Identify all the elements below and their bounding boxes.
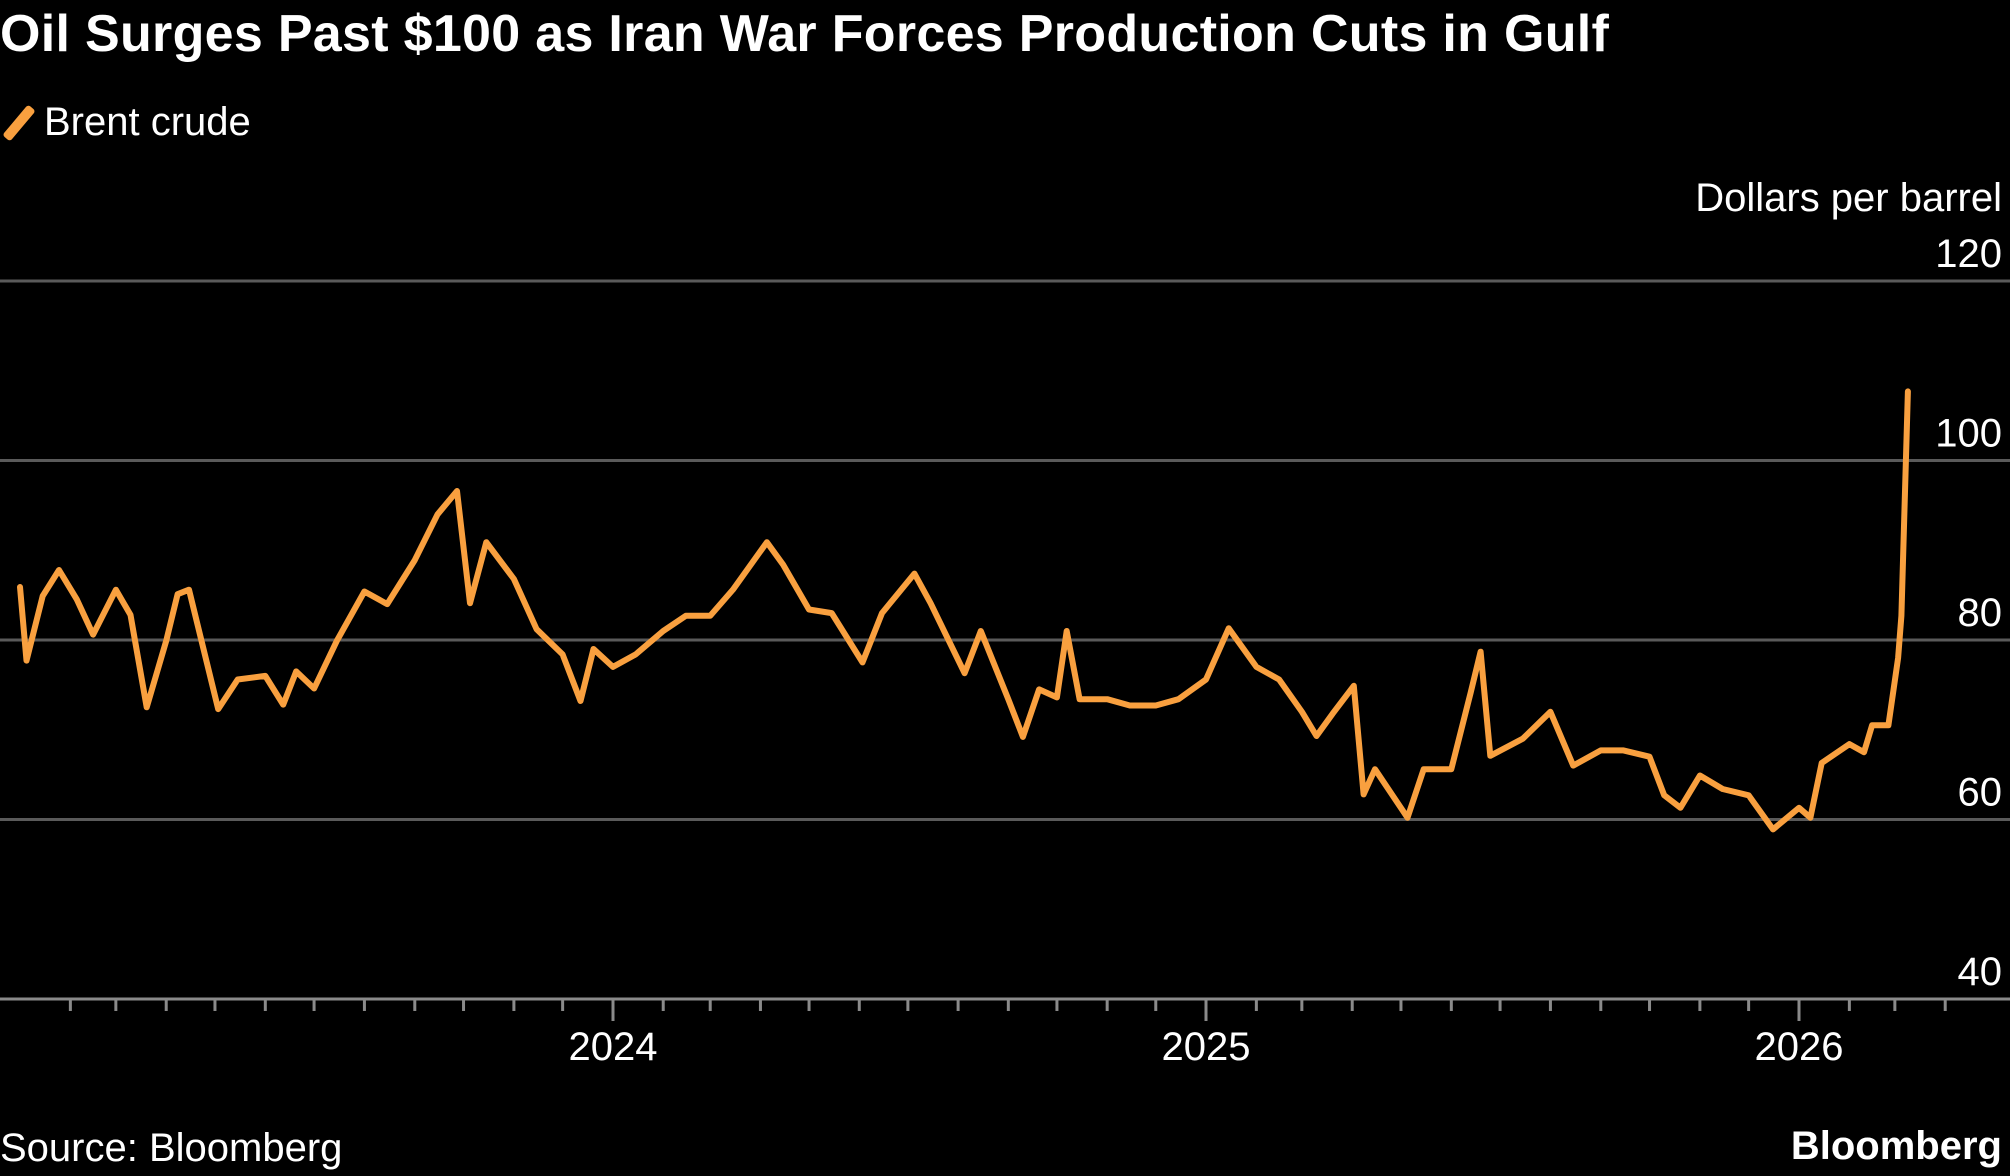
chart-title: Oil Surges Past $100 as Iran War Forces … — [0, 5, 1610, 63]
y-tick-label-60: 60 — [1958, 771, 2003, 815]
x-tick-label-2024: 2024 — [569, 1025, 658, 1069]
x-tick-label-2026: 2026 — [1755, 1025, 1844, 1069]
y-tick-label-120: 120 — [1935, 232, 2002, 276]
x-tick-label-2025: 2025 — [1162, 1025, 1251, 1069]
source-note: Source: Bloomberg — [0, 1126, 343, 1170]
y-tick-label-100: 100 — [1935, 412, 2002, 456]
bloomberg-logo: Bloomberg — [1790, 1124, 2002, 1168]
legend-label-brent: Brent crude — [44, 100, 251, 144]
y-tick-label-80: 80 — [1958, 591, 2003, 635]
legend: Brent crude — [2, 100, 251, 145]
series-line-brent — [17, 388, 1911, 833]
y-tick-label-40: 40 — [1958, 950, 2003, 994]
y-axis-label: Dollars per barrel — [1695, 176, 2002, 220]
